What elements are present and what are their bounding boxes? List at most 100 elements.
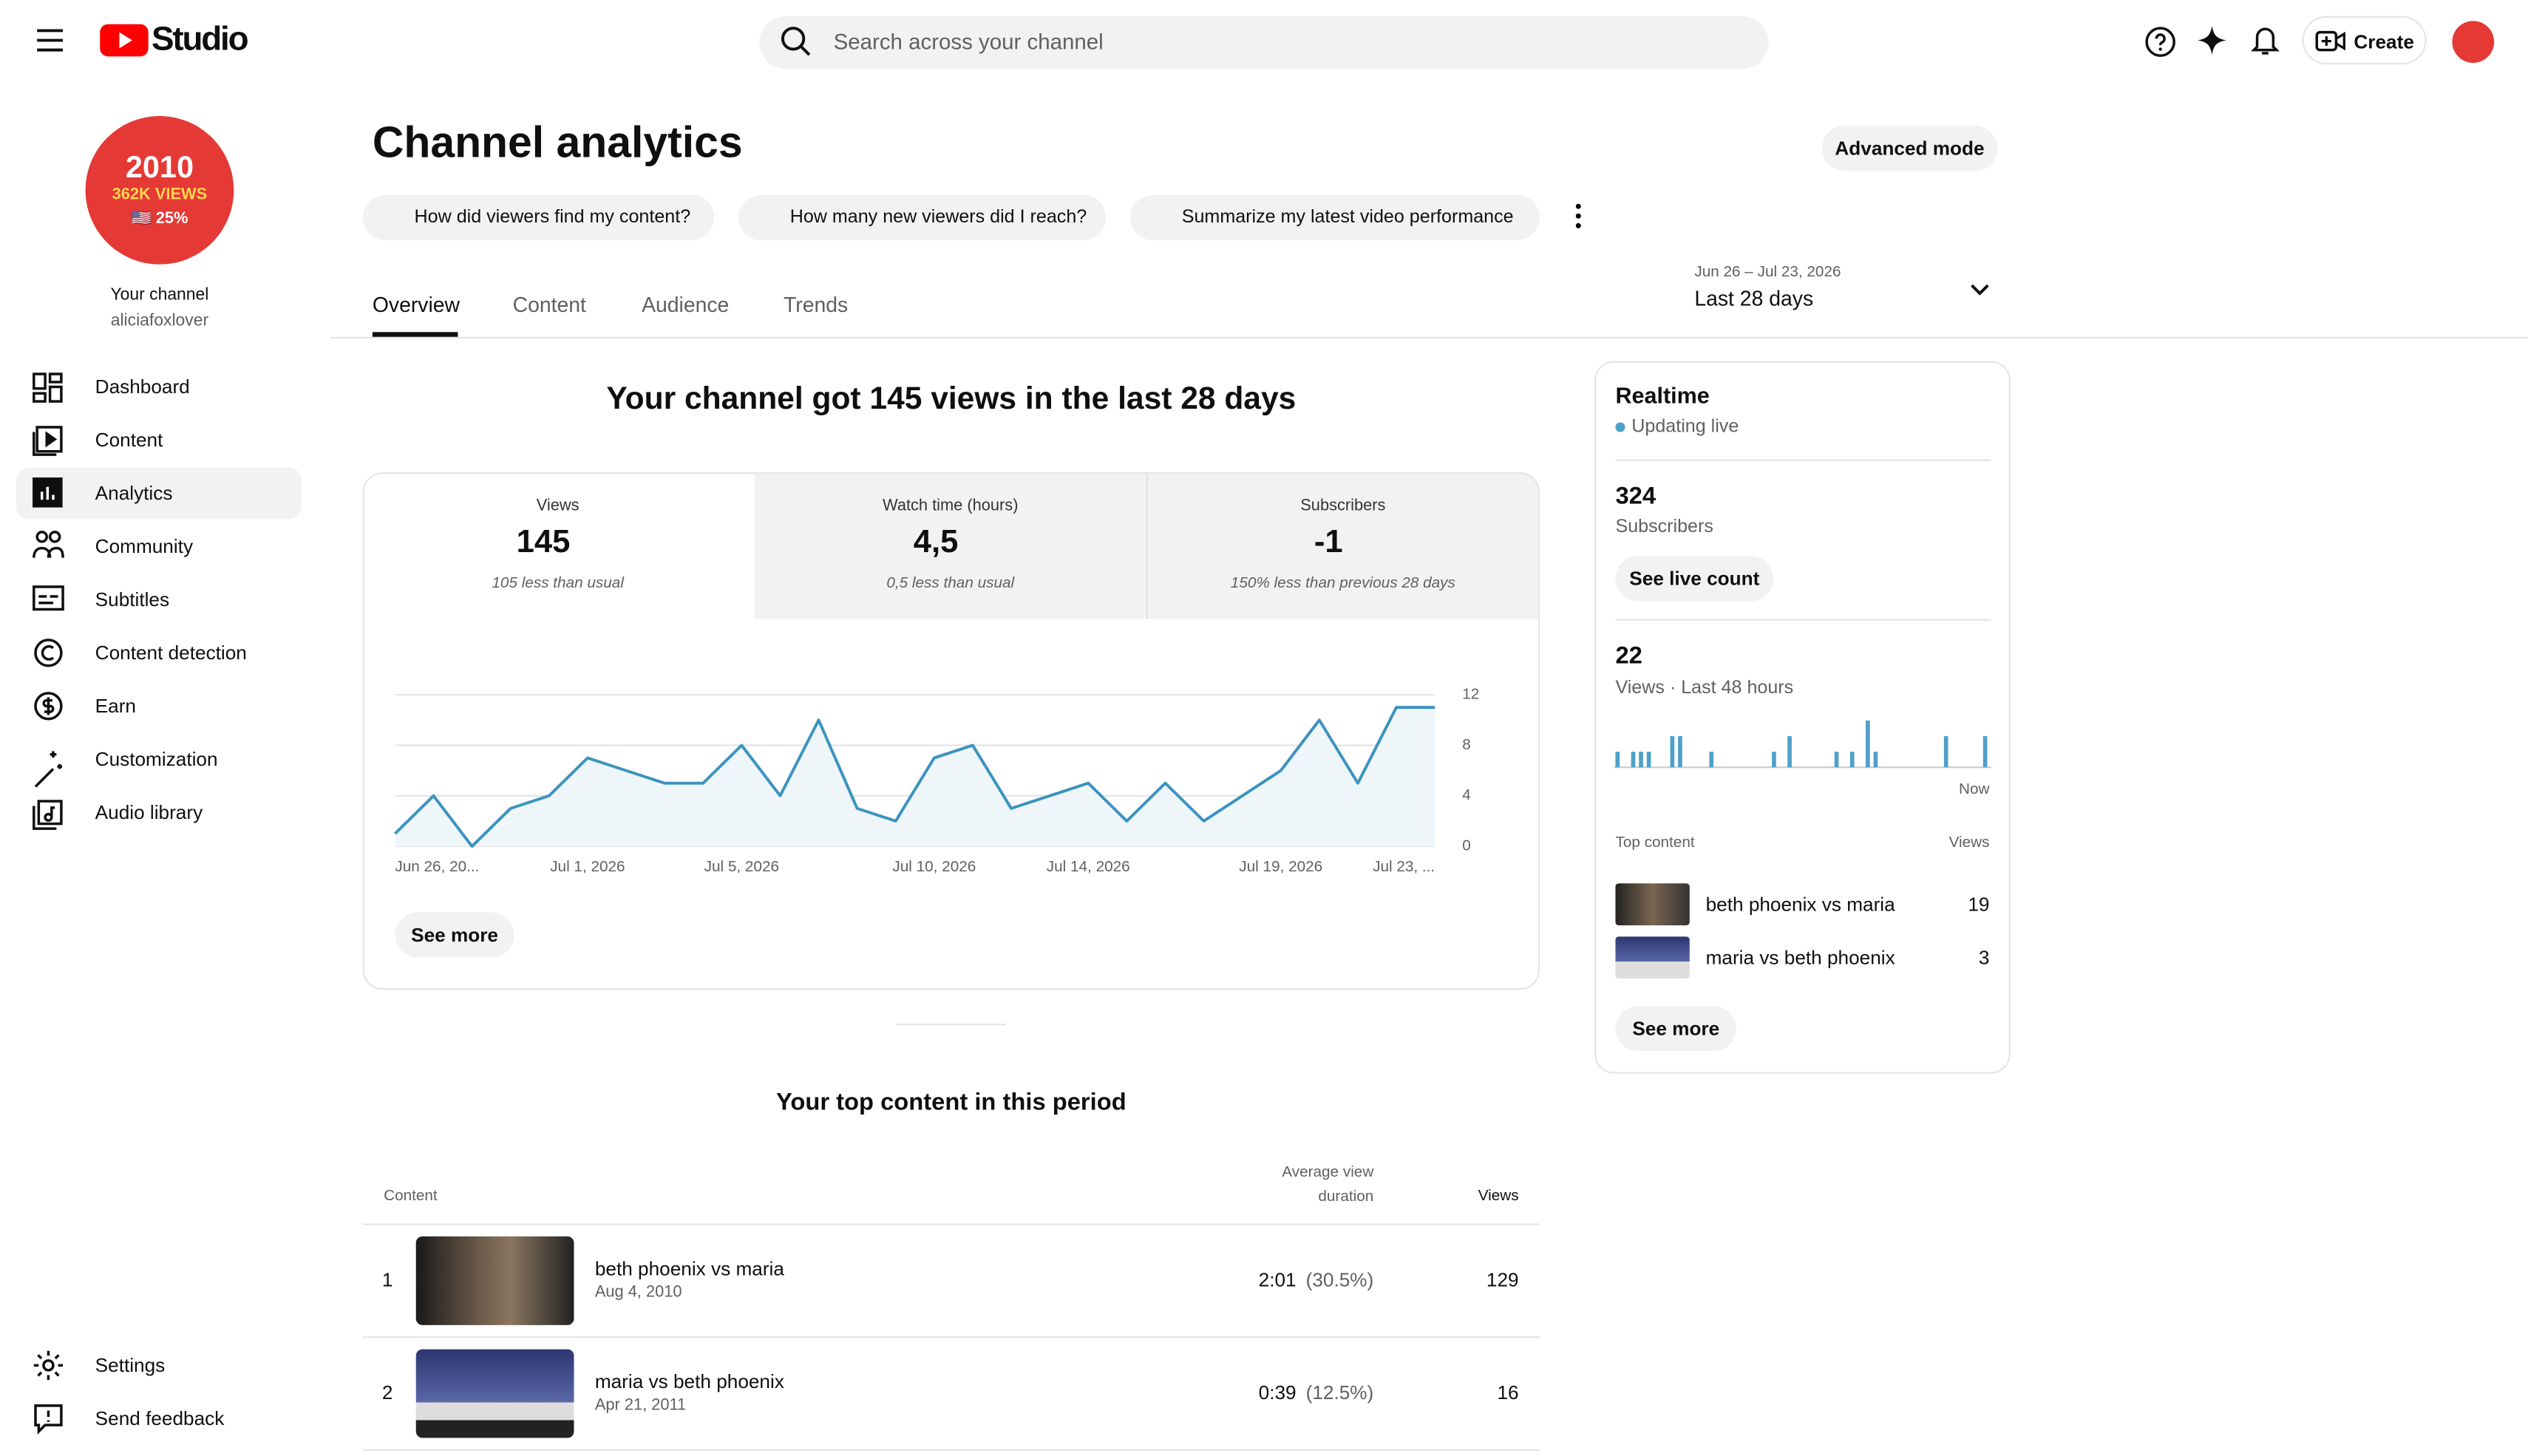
line-chart: 0 4 8 12 Jun 26, 20... Jul 1, 2026 Jul 5, 2026… — [393, 686, 1479, 875]
duration: 0:39 — [1258, 1381, 1297, 1404]
account-avatar[interactable] — [2452, 21, 2495, 64]
logo-text: Studio — [152, 21, 249, 58]
thumbnail[interactable] — [1615, 883, 1690, 925]
logo-icon[interactable] — [100, 24, 149, 57]
thumbnail[interactable] — [415, 1348, 574, 1438]
tab[interactable]: Overview — [372, 292, 461, 317]
top-content-title: Your top content in this period — [775, 1089, 1127, 1117]
menu-icon[interactable] — [35, 27, 64, 53]
divider — [362, 1448, 1540, 1450]
x-tick-label: Jul 19, 2026 — [1239, 858, 1322, 875]
nav-item[interactable]: Subtitles — [95, 588, 170, 611]
tab[interactable]: Content — [512, 292, 586, 317]
sparkle-icon[interactable] — [2197, 25, 2227, 55]
thumbnail[interactable] — [415, 1236, 574, 1325]
metric-value: -1 — [1314, 524, 1343, 560]
bar — [1873, 752, 1878, 768]
create-label: Create — [2354, 30, 2414, 53]
realtime-title: Realtime — [1615, 381, 1710, 408]
live-status: Updating live — [1631, 417, 1739, 438]
live-dot — [1615, 422, 1625, 432]
nav-item[interactable]: Analytics — [95, 482, 173, 505]
tab-underline — [372, 332, 458, 337]
views: 16 — [1497, 1381, 1519, 1404]
divider — [1615, 619, 1991, 621]
subscriber-count: 324 — [1615, 483, 1657, 511]
create-button[interactable] — [2302, 16, 2427, 65]
channel-avatar[interactable] — [85, 116, 234, 265]
bar — [1866, 720, 1870, 768]
nav-item[interactable]: Customization — [95, 748, 218, 771]
channel-label: Your channel — [110, 285, 209, 305]
bottom-icons — [33, 1350, 64, 1435]
search-bar[interactable] — [759, 16, 1769, 69]
bar — [1834, 752, 1839, 768]
bar — [1646, 752, 1651, 768]
nav-icons — [33, 372, 64, 830]
nav-item[interactable]: Content detection — [95, 642, 247, 664]
x-tick-label: Jul 10, 2026 — [892, 858, 976, 875]
nav-item[interactable]: Earn — [95, 695, 136, 718]
tab[interactable]: Trends — [784, 292, 849, 317]
nav-highlight — [16, 467, 302, 520]
video-date: Aug 4, 2010 — [594, 1284, 682, 1302]
item-views: 19 — [1968, 893, 1990, 916]
advanced-button[interactable]: Advanced mode — [1821, 126, 1998, 171]
suggestion-chip[interactable]: Summarize my latest video performance — [1129, 194, 1540, 240]
help-icon[interactable] — [2144, 26, 2177, 58]
bell-icon[interactable] — [2250, 24, 2280, 57]
metric-note: 105 less than usual — [492, 574, 624, 593]
avatar-text: 🇺🇸 25% — [131, 210, 188, 228]
x-tick-label: Jul 5, 2026 — [704, 858, 779, 875]
metric-value: 145 — [516, 524, 571, 560]
summary-card — [362, 472, 1540, 990]
y-tick-label: 12 — [1462, 686, 1479, 703]
suggestion-chip[interactable]: How did viewers find my content? — [362, 194, 715, 240]
bar — [1678, 736, 1682, 768]
metric-separator — [1146, 474, 1148, 619]
y-tick-label: 0 — [1462, 837, 1471, 854]
metric-label: Watch time (hours) — [883, 497, 1019, 515]
bar — [1670, 736, 1675, 768]
more-icon[interactable] — [1574, 203, 1583, 229]
divider — [1615, 459, 1991, 461]
divider — [362, 1336, 1540, 1338]
nav-item[interactable]: Content — [95, 429, 163, 452]
thumbnail[interactable] — [1615, 936, 1690, 979]
avatar-text: 362K VIEWS — [112, 186, 208, 204]
rank: 2 — [381, 1381, 393, 1404]
suggestion-chip[interactable]: How many new viewers did I reach? — [738, 194, 1107, 240]
duration-percent: (30.5%) — [1305, 1268, 1374, 1292]
period: Last 28 days — [1694, 286, 1814, 310]
see-more-button[interactable]: See more — [1615, 1006, 1737, 1052]
nav-item[interactable]: Dashboard — [95, 375, 190, 398]
nav-item[interactable]: Settings — [95, 1354, 166, 1377]
channel-handle: aliciafoxlover — [110, 310, 209, 331]
item-title[interactable]: maria vs beth phoenix — [1705, 946, 1895, 969]
nav-item[interactable]: Community — [95, 535, 194, 558]
see-live-button[interactable]: See live count — [1615, 556, 1774, 602]
metric-note: 0,5 less than usual — [886, 574, 1015, 593]
nav-item[interactable]: Audio library — [95, 801, 203, 824]
chevron-icon[interactable] — [1970, 284, 1989, 296]
y-tick-label: 4 — [1462, 786, 1471, 803]
bar-chart — [1614, 720, 1991, 769]
tab[interactable]: Audience — [642, 292, 730, 317]
bar — [1982, 736, 1988, 768]
bar — [1787, 736, 1792, 768]
views: 129 — [1486, 1268, 1519, 1292]
nav-item[interactable]: Send feedback — [95, 1407, 225, 1430]
y-tick-label: 8 — [1462, 736, 1471, 753]
search-placeholder: Search across your channel — [833, 30, 1104, 55]
column-header: Average view duration — [1282, 1163, 1374, 1206]
video-title[interactable]: maria vs beth phoenix — [594, 1369, 784, 1392]
realtime-card — [1594, 361, 2011, 1074]
x-tick-label: Jul 1, 2026 — [550, 858, 625, 875]
bar — [1772, 752, 1776, 768]
line — [393, 706, 1435, 848]
subscriber-label: Subscribers — [1615, 517, 1713, 537]
search-icon — [781, 27, 811, 56]
video-title[interactable]: beth phoenix vs maria — [594, 1257, 784, 1280]
see-more-button[interactable]: See more — [395, 912, 514, 958]
item-title[interactable]: beth phoenix vs maria — [1705, 893, 1895, 916]
